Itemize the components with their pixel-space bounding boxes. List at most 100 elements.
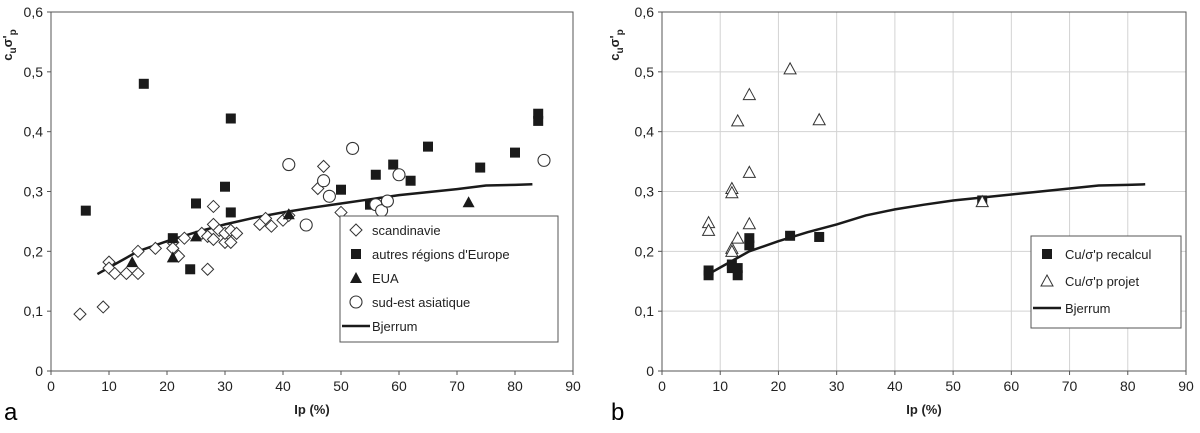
x-tick-label: 40	[887, 378, 903, 394]
y-axis-label-part: p	[615, 29, 626, 35]
y-tick-label: 0,1	[635, 303, 655, 319]
data-point-series-1	[370, 169, 381, 180]
y-tick-label: 0,1	[24, 303, 44, 319]
data-point-series-0	[814, 231, 825, 242]
legend-label: scandinavie	[372, 223, 441, 238]
y-axis-label: cuσ'p	[0, 29, 19, 60]
data-point-series-0	[177, 231, 192, 245]
data-point-series-0	[200, 262, 215, 276]
x-tick-label: 60	[1004, 378, 1020, 394]
chart-b-svg: 0 10 20 30 40 50 60 70 80 90 0 0,1 0,2 0,3 0,4 0,5 0,6 Ip…	[607, 4, 1194, 426]
data-point-series-1	[336, 184, 346, 195]
legend-marker-3	[349, 295, 363, 309]
y-tick-label: 0,2	[24, 243, 44, 259]
data-point-series-0	[258, 211, 273, 226]
data-point-series-0	[131, 244, 145, 259]
data-point-series-1	[812, 112, 827, 126]
legend-marker-0	[349, 223, 363, 237]
y-axis-label-part: u	[8, 47, 19, 53]
y-tick-label: 0,4	[635, 124, 655, 140]
data-point-series-1	[725, 244, 739, 257]
x-tick-label: 90	[565, 378, 581, 394]
y-tick-label: 0,6	[24, 4, 44, 20]
data-point-series-2	[190, 230, 202, 242]
x-tick-label: 60	[391, 378, 407, 394]
legend-label: Cu/σ'p projet	[1065, 274, 1139, 289]
y-axis-label-part: u	[615, 47, 626, 53]
legend-label: Bjerrum	[1065, 301, 1111, 316]
x-tick-label: 30	[829, 378, 845, 394]
x-tick-label: 30	[217, 378, 233, 394]
data-point-series-2	[126, 256, 139, 268]
data-point-series-0	[785, 230, 796, 241]
data-point-series-0	[73, 307, 87, 321]
data-point-series-1	[185, 264, 196, 275]
data-point-series-1	[225, 207, 236, 218]
data-point-series-1	[730, 231, 745, 244]
x-tick-label: 20	[159, 378, 175, 394]
x-tick-label: 70	[449, 378, 465, 394]
data-point-series-0	[119, 266, 134, 281]
legend-marker-1	[351, 249, 361, 259]
y-tick-label: 0,5	[635, 64, 655, 80]
x-tick-label: 40	[275, 378, 291, 394]
data-point-series-3	[537, 153, 551, 167]
chart-a-svg: 0 10 20 30 40 50 60 70 80 90 0 0,1 0,2 0,3 0,4 0,5 0,6 Ip…	[0, 4, 581, 426]
data-point-series-1	[423, 141, 433, 152]
data-point-series-1	[533, 115, 544, 126]
data-point-series-0	[732, 270, 743, 281]
legend-box	[1030, 235, 1182, 329]
data-point-series-0	[148, 241, 163, 256]
x-tick-label: 80	[1120, 378, 1136, 394]
legend-label: Bjerrum	[372, 319, 418, 334]
data-point-series-3	[282, 158, 296, 172]
data-point-series-1	[533, 108, 544, 119]
data-point-series-0	[744, 240, 755, 251]
data-point-series-1	[191, 198, 201, 209]
legend-label: autres régions d'Europe	[372, 247, 510, 262]
data-point-series-1	[167, 233, 178, 244]
data-point-series-3	[317, 174, 331, 188]
data-point-series-2	[282, 208, 295, 220]
x-tick-label: 10	[101, 378, 117, 394]
data-point-series-1	[80, 205, 91, 216]
y-axis-label-part: p	[8, 29, 19, 35]
data-point-series-1	[725, 185, 739, 199]
data-point-series-0	[264, 219, 279, 233]
legend-label: EUA	[372, 271, 399, 286]
data-point-series-1	[783, 61, 797, 75]
x-tick-label: 70	[1062, 378, 1078, 394]
data-point-series-3	[392, 168, 406, 182]
x-tick-label: 80	[507, 378, 523, 394]
x-tick-label: 0	[658, 378, 666, 394]
data-point-series-2	[166, 251, 179, 263]
data-point-series-1	[388, 159, 399, 170]
y-tick-label: 0,4	[24, 124, 44, 140]
y-tick-label: 0,2	[635, 243, 655, 259]
data-point-series-0	[224, 235, 238, 250]
data-point-series-0	[108, 266, 122, 281]
y-axis-label: cuσ'p	[607, 29, 626, 60]
data-point-series-1	[225, 113, 236, 124]
data-point-series-1	[220, 181, 230, 192]
data-point-series-1	[742, 216, 757, 230]
legend-label: sud-est asiatique	[372, 295, 470, 310]
x-tick-label: 0	[47, 378, 55, 394]
data-point-series-1	[742, 165, 757, 178]
legend-marker-2	[350, 272, 362, 283]
panel-letter: b	[611, 399, 624, 426]
data-point-series-3	[380, 194, 394, 208]
x-tick-label: 90	[1178, 378, 1194, 394]
y-tick-label: 0,6	[635, 4, 655, 20]
data-point-series-2	[462, 196, 475, 208]
data-point-series-0	[96, 300, 110, 314]
legend-marker-1	[1040, 273, 1054, 287]
data-point-series-1	[701, 223, 716, 236]
data-point-series-0	[206, 232, 221, 247]
panel-letter: a	[4, 399, 18, 426]
chart-panel-a: 0 10 20 30 40 50 60 70 80 90 0 0,1 0,2 0,3 0,4 0,5 0,6 Ip…	[0, 4, 581, 426]
series-line-bjerrum	[707, 183, 1146, 276]
data-point-series-0	[229, 226, 244, 241]
data-point-series-0	[316, 159, 331, 174]
y-axis-label-part: σ'	[607, 35, 622, 47]
